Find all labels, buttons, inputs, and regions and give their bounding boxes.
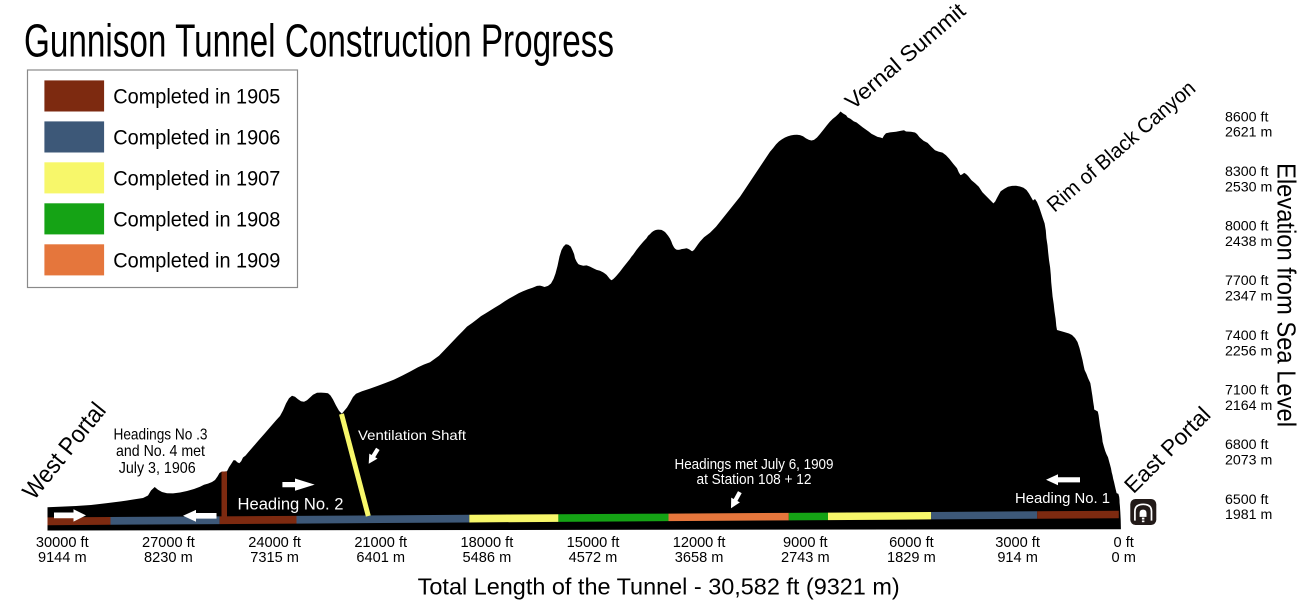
svg-text:Completed in 1907: Completed in 1907 bbox=[113, 168, 280, 191]
svg-text:Completed in 1909: Completed in 1909 bbox=[113, 250, 280, 273]
svg-text:2347 m: 2347 m bbox=[1225, 289, 1272, 305]
svg-text:Heading No. 1: Heading No. 1 bbox=[1015, 491, 1110, 507]
svg-text:5486 m: 5486 m bbox=[463, 550, 512, 566]
svg-text:6800 ft: 6800 ft bbox=[1225, 437, 1268, 453]
svg-text:4572 m: 4572 m bbox=[569, 550, 618, 566]
svg-text:15000 ft: 15000 ft bbox=[567, 535, 620, 551]
svg-text:7400 ft: 7400 ft bbox=[1225, 328, 1268, 344]
svg-text:7100 ft: 7100 ft bbox=[1225, 383, 1268, 399]
svg-text:30000 ft: 30000 ft bbox=[36, 535, 89, 551]
svg-text:8000 ft: 8000 ft bbox=[1225, 219, 1268, 235]
svg-text:6500 ft: 6500 ft bbox=[1225, 492, 1268, 508]
svg-text:Headings No .3: Headings No .3 bbox=[114, 427, 208, 444]
svg-text:2743 m: 2743 m bbox=[781, 550, 830, 566]
svg-text:Completed in 1905: Completed in 1905 bbox=[113, 86, 280, 109]
svg-text:Headings met July 6, 1909: Headings met July 6, 1909 bbox=[675, 456, 834, 473]
svg-text:27000 ft: 27000 ft bbox=[142, 535, 195, 551]
svg-text:Total Length of the Tunnel - 3: Total Length of the Tunnel - 30,582 ft (… bbox=[418, 574, 900, 600]
svg-text:2530 m: 2530 m bbox=[1225, 179, 1272, 195]
svg-text:0 m: 0 m bbox=[1112, 550, 1136, 566]
svg-text:7700 ft: 7700 ft bbox=[1225, 273, 1268, 289]
svg-text:Completed in 1908: Completed in 1908 bbox=[113, 209, 280, 232]
svg-text:Gunnison Tunnel Construction P: Gunnison Tunnel Construction Progress bbox=[24, 15, 614, 67]
svg-text:3658 m: 3658 m bbox=[675, 550, 724, 566]
svg-text:9144 m: 9144 m bbox=[38, 550, 87, 566]
svg-text:6000 ft: 6000 ft bbox=[889, 535, 934, 551]
svg-text:8230 m: 8230 m bbox=[144, 550, 193, 566]
svg-text:at Station 108 + 12: at Station 108 + 12 bbox=[697, 471, 812, 488]
svg-text:2621 m: 2621 m bbox=[1225, 125, 1272, 141]
svg-text:8300 ft: 8300 ft bbox=[1225, 164, 1268, 180]
svg-text:21000 ft: 21000 ft bbox=[354, 535, 407, 551]
svg-text:6401 m: 6401 m bbox=[356, 550, 405, 566]
svg-text:Heading No. 2: Heading No. 2 bbox=[238, 495, 344, 514]
svg-text:18000 ft: 18000 ft bbox=[461, 535, 514, 551]
svg-text:2164 m: 2164 m bbox=[1225, 398, 1272, 414]
svg-text:July 3, 1906: July 3, 1906 bbox=[119, 460, 196, 477]
svg-text:1981 m: 1981 m bbox=[1225, 507, 1272, 523]
svg-text:9000 ft: 9000 ft bbox=[783, 535, 828, 551]
svg-text:12000 ft: 12000 ft bbox=[673, 535, 726, 551]
svg-text:2438 m: 2438 m bbox=[1225, 234, 1272, 250]
svg-text:3000 ft: 3000 ft bbox=[995, 535, 1040, 551]
svg-text:and No. 4 met: and No. 4 met bbox=[116, 443, 206, 460]
svg-text:Elevation from Sea Level: Elevation from Sea Level bbox=[1272, 163, 1300, 427]
svg-text:8600 ft: 8600 ft bbox=[1225, 109, 1268, 125]
svg-text:2256 m: 2256 m bbox=[1225, 343, 1272, 359]
svg-text:Ventilation Shaft: Ventilation Shaft bbox=[358, 428, 466, 443]
svg-text:1829 m: 1829 m bbox=[887, 550, 936, 566]
svg-text:24000 ft: 24000 ft bbox=[248, 535, 301, 551]
svg-text:0 ft: 0 ft bbox=[1114, 535, 1134, 551]
svg-text:2073 m: 2073 m bbox=[1225, 453, 1272, 469]
svg-text:914 m: 914 m bbox=[997, 550, 1038, 566]
svg-text:7315 m: 7315 m bbox=[250, 550, 299, 566]
svg-text:Completed in 1906: Completed in 1906 bbox=[113, 127, 280, 150]
